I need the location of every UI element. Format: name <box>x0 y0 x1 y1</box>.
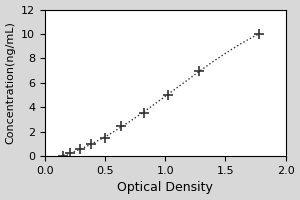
Y-axis label: Concentration(ng/mL): Concentration(ng/mL) <box>6 21 16 144</box>
X-axis label: Optical Density: Optical Density <box>117 181 213 194</box>
